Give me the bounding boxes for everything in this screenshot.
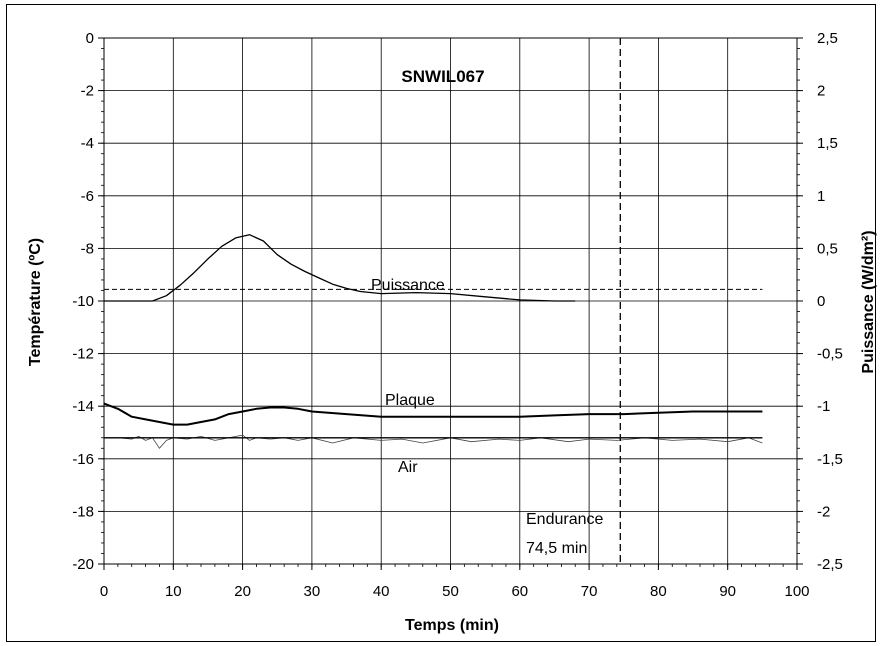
y2-tick-label: -2: [817, 503, 830, 520]
y2-tick-label: -0,5: [817, 346, 843, 363]
annotation-endurance: Endurance: [526, 511, 603, 528]
y2-tick-labels: 2,5 2 1,5 1 0,5 0 -0,5 -1 -1,5 -2 -2,5: [817, 30, 843, 573]
y-tick-label: -12: [72, 346, 94, 363]
y2-tick-label: -1,5: [817, 451, 843, 468]
y2-tick-label: 2,5: [817, 30, 838, 47]
y-tick-label: -2: [81, 83, 94, 100]
y-tick-label: -16: [72, 451, 94, 468]
series-line-air: [104, 434, 763, 449]
x-tick-label: 0: [100, 583, 108, 600]
x-tick-label: 90: [719, 583, 736, 600]
y2-tick-label: -2,5: [817, 556, 843, 573]
y-tick-label: -18: [72, 503, 94, 520]
x-tick-label: 40: [373, 583, 390, 600]
series-line-puissance: [104, 234, 576, 302]
x-tick-label: 10: [165, 583, 182, 600]
chart-frame: [6, 4, 876, 642]
y-tick-label: -6: [81, 188, 94, 205]
y-tick-label: -4: [81, 135, 94, 152]
grid: [103, 37, 798, 565]
y2-tick-label: 0,5: [817, 240, 838, 257]
y-axis-title: Température (ºC): [27, 238, 44, 366]
y2-tick-label: 0: [817, 293, 825, 310]
y2-axis-title: Puissance (W/dm²): [860, 230, 877, 373]
y-tick-label: -20: [72, 556, 94, 573]
series-line-plaque: [103, 402, 763, 426]
x-tick-label: 60: [511, 583, 528, 600]
y-tick-label: -10: [72, 293, 94, 310]
annotation-air: Air: [398, 459, 418, 476]
x-tick-label: 70: [581, 583, 598, 600]
y-tick-label: -14: [72, 398, 94, 415]
x-tick-label: 30: [304, 583, 321, 600]
y-tick-label: -8: [81, 240, 94, 257]
x-tick-label: 80: [650, 583, 667, 600]
ticks: [98, 37, 803, 570]
y2-tick-label: 2: [817, 83, 825, 100]
x-tick-label: 50: [442, 583, 459, 600]
chart-title: SNWIL067: [401, 67, 484, 86]
annotation-puissance: Puissance: [371, 277, 445, 294]
series-layer: [103, 38, 763, 564]
annotation-plaque: Plaque: [385, 392, 435, 409]
y2-tick-label: -1: [817, 398, 830, 415]
y2-tick-label: 1,5: [817, 135, 838, 152]
y-tick-labels: 0 -2 -4 -6 -8 -10 -12 -14 -16 -18 -20: [72, 30, 94, 573]
x-tick-label: 100: [784, 583, 809, 600]
y-tick-label: 0: [86, 30, 94, 47]
x-tick-label: 20: [234, 583, 251, 600]
x-tick-labels: 0 10 20 30 40 50 60 70 80 90 100: [100, 583, 810, 600]
annotation-endurance-value: 74,5 min: [526, 540, 587, 557]
x-axis-title: Temps (min): [405, 617, 499, 634]
y2-tick-label: 1: [817, 188, 825, 205]
